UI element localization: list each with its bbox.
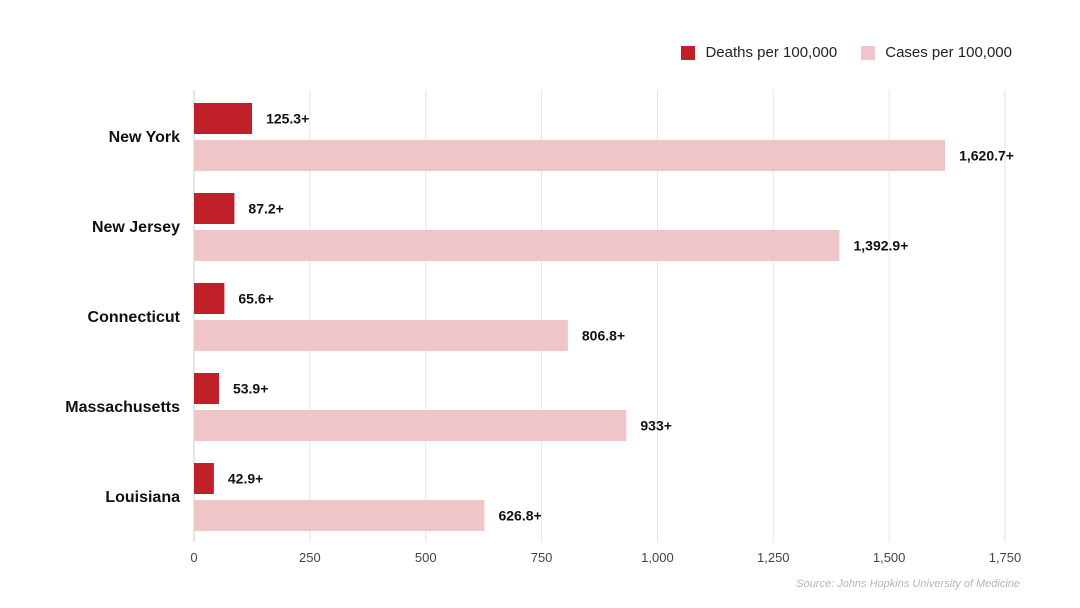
bars: 125.3+ 1,620.7+ 87.2+ 1,392.9+ 65.6+ 806.8+ 53… xyxy=(194,103,1014,531)
bar-cases xyxy=(194,230,840,261)
data-label-deaths: 125.3+ xyxy=(266,111,309,127)
data-label-deaths: 65.6+ xyxy=(238,291,273,307)
bar-cases xyxy=(194,500,485,531)
bar-cases xyxy=(194,410,627,441)
data-label-cases: 1,392.9+ xyxy=(854,238,909,254)
source-note: Source: Johns Hopkins University of Medi… xyxy=(796,578,1020,590)
data-label-cases: 933+ xyxy=(640,418,672,434)
category-label: Louisiana xyxy=(105,489,180,506)
data-label-cases: 626.8+ xyxy=(498,508,541,524)
x-tick-label: 250 xyxy=(299,550,321,565)
legend: Deaths per 100,000 Cases per 100,000 xyxy=(657,44,1012,61)
x-tick-label: 1,750 xyxy=(989,550,1022,565)
data-label-cases: 806.8+ xyxy=(582,328,625,344)
bar-deaths xyxy=(194,463,214,494)
category-label: New York xyxy=(109,129,181,146)
x-tick-label: 1,000 xyxy=(641,550,674,565)
category-label: New Jersey xyxy=(92,219,180,236)
x-tick-label: 1,250 xyxy=(757,550,790,565)
bar-deaths xyxy=(194,193,235,224)
data-label-deaths: 87.2+ xyxy=(248,201,283,217)
data-label-deaths: 42.9+ xyxy=(228,471,263,487)
category-labels: New York New Jersey Connecticut Massachuset… xyxy=(65,129,180,506)
category-label: Connecticut xyxy=(88,309,181,326)
legend-label-cases: Cases per 100,000 xyxy=(885,44,1012,61)
x-tick-label: 750 xyxy=(531,550,553,565)
x-tick-label: 0 xyxy=(190,550,197,565)
legend-label-deaths: Deaths per 100,000 xyxy=(705,44,838,61)
legend-item-cases: Cases per 100,000 xyxy=(861,44,1012,61)
bar-deaths xyxy=(194,373,219,404)
bar-cases xyxy=(194,140,946,171)
legend-swatch-deaths xyxy=(681,45,696,60)
bar-deaths xyxy=(194,103,253,134)
x-axis-ticks: 0 250 500 750 1,000 1,250 1,500 1,750 xyxy=(190,550,1021,565)
bar-deaths xyxy=(194,283,225,314)
x-tick-label: 1,500 xyxy=(873,550,906,565)
legend-item-deaths: Deaths per 100,000 xyxy=(681,44,837,61)
legend-swatch-cases xyxy=(861,45,876,60)
category-label: Massachusetts xyxy=(65,399,180,416)
data-label-deaths: 53.9+ xyxy=(233,381,268,397)
data-label-cases: 1,620.7+ xyxy=(959,148,1014,164)
bar-cases xyxy=(194,320,568,351)
x-tick-label: 500 xyxy=(415,550,437,565)
